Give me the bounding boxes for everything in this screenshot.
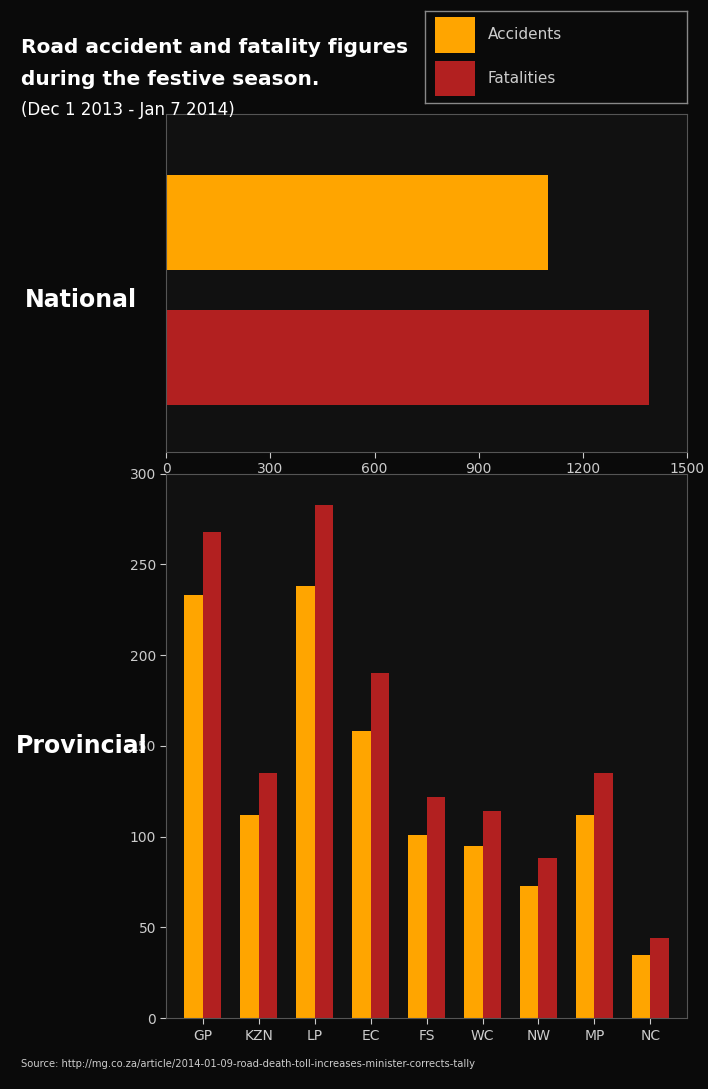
Bar: [184, 596, 202, 1018]
Bar: [576, 815, 595, 1018]
Bar: [464, 846, 483, 1018]
Text: Provincial: Provincial: [16, 734, 147, 758]
Text: Source: http://mg.co.za/article/2014-01-09-road-death-toll-increases-minister-co: Source: http://mg.co.za/article/2014-01-…: [21, 1060, 475, 1069]
Text: Fatalities: Fatalities: [488, 71, 556, 86]
Bar: [258, 773, 277, 1018]
Bar: [435, 17, 474, 52]
Bar: [166, 175, 548, 270]
Text: National: National: [25, 287, 137, 313]
Bar: [539, 858, 557, 1018]
Text: Road accident and fatality figures: Road accident and fatality figures: [21, 38, 409, 57]
Text: (Dec 1 2013 - Jan 7 2014): (Dec 1 2013 - Jan 7 2014): [21, 101, 235, 120]
Bar: [166, 310, 649, 405]
Bar: [632, 955, 651, 1018]
Bar: [314, 504, 333, 1018]
Bar: [651, 939, 669, 1018]
Bar: [370, 673, 389, 1018]
Bar: [426, 797, 445, 1018]
Bar: [435, 61, 474, 96]
Bar: [240, 815, 258, 1018]
Bar: [483, 811, 501, 1018]
Bar: [352, 732, 370, 1018]
Bar: [202, 531, 221, 1018]
Bar: [296, 586, 314, 1018]
Bar: [408, 835, 426, 1018]
Text: Accidents: Accidents: [488, 27, 562, 42]
Text: during the festive season.: during the festive season.: [21, 70, 319, 88]
Bar: [595, 773, 613, 1018]
Bar: [520, 885, 539, 1018]
